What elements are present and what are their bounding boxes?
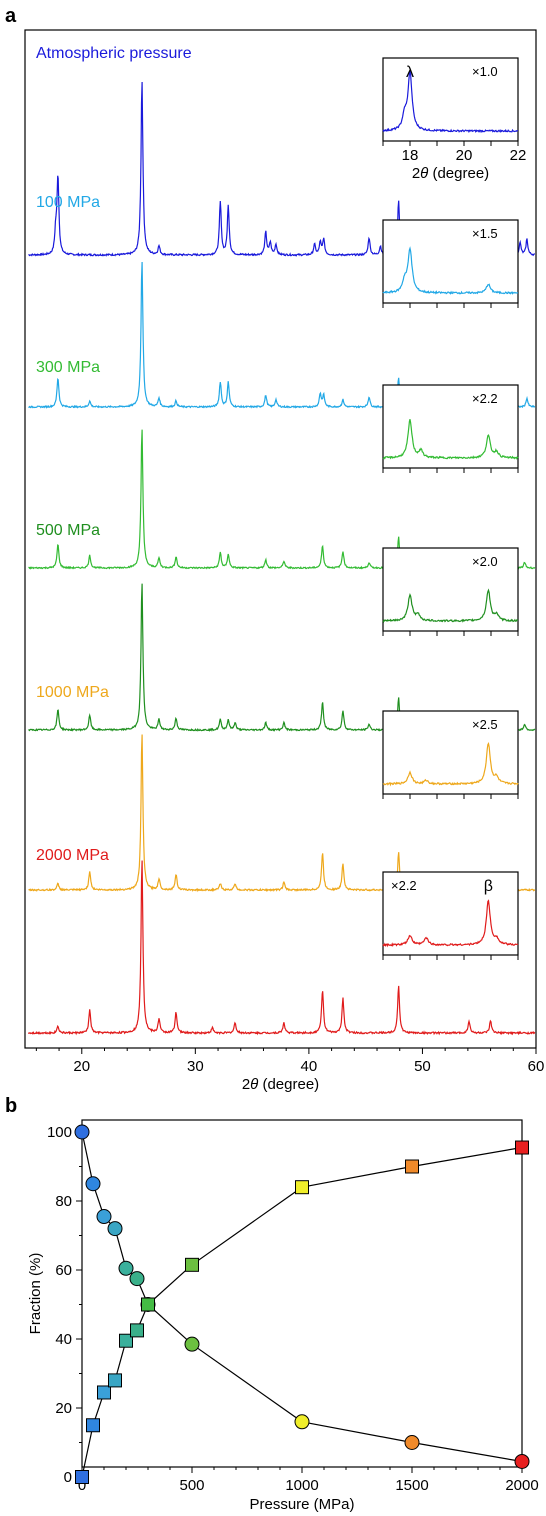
trace-label-5: 2000 MPa bbox=[36, 847, 109, 864]
inset-scale-1: ×1.5 bbox=[472, 226, 498, 241]
inset-trace-5 bbox=[382, 899, 519, 948]
x-axis-title-b: Pressure (MPa) bbox=[249, 1496, 354, 1513]
x-tick-label-40: 40 bbox=[301, 1058, 318, 1075]
inset-x-axis-title-theta: θ bbox=[420, 165, 428, 182]
inset-scale-5: ×2.2 bbox=[391, 878, 417, 893]
square-point-100 bbox=[97, 1385, 111, 1400]
inset-trace-1 bbox=[382, 246, 519, 295]
y-axis-title-b: Fraction (%) bbox=[27, 1253, 44, 1335]
trace-label-2: 300 MPa bbox=[36, 359, 100, 376]
inset-frame-2 bbox=[382, 384, 519, 469]
circle-point-1000 bbox=[294, 1414, 310, 1430]
x-tick-label-50: 50 bbox=[414, 1058, 431, 1075]
inset-frame-5 bbox=[382, 871, 519, 956]
circle-point-100 bbox=[96, 1209, 112, 1225]
inset-peak-label-5: β bbox=[484, 878, 493, 895]
inset-trace-2 bbox=[382, 419, 519, 460]
panel-b-label: b bbox=[5, 1095, 17, 1117]
square-point-2000 bbox=[515, 1140, 529, 1155]
x-axis-title-theta: θ bbox=[250, 1076, 258, 1093]
trace-label-3: 500 MPa bbox=[36, 522, 100, 539]
y-tick-label-100: 100 bbox=[47, 1124, 72, 1141]
square-point-1500 bbox=[405, 1159, 419, 1174]
square-point-250 bbox=[130, 1323, 144, 1338]
inset-tick-label-22: 22 bbox=[510, 147, 527, 164]
x-tick-label-1500: 1500 bbox=[395, 1477, 428, 1494]
x-tick-label-1000: 1000 bbox=[285, 1477, 318, 1494]
y-tick-label-80: 80 bbox=[55, 1193, 72, 1210]
x-tick-label-0: 0 bbox=[78, 1477, 86, 1494]
inset-x-axis-title: 2θ (degree) bbox=[412, 165, 489, 182]
plot-frame bbox=[24, 29, 537, 1049]
square-point-500 bbox=[185, 1257, 199, 1272]
x-tick-label-30: 30 bbox=[187, 1058, 204, 1075]
panel-a-label: a bbox=[5, 5, 17, 27]
x-tick-label-2000: 2000 bbox=[505, 1477, 538, 1494]
y-tick-label-40: 40 bbox=[55, 1331, 72, 1348]
x-tick-label-500: 500 bbox=[179, 1477, 204, 1494]
inset-scale-3: ×2.0 bbox=[472, 554, 498, 569]
square-point-1000 bbox=[295, 1180, 309, 1195]
inset-frame-0 bbox=[382, 57, 519, 142]
y-tick-label-20: 20 bbox=[55, 1400, 72, 1417]
inset-x-axis-title-prefix: 2 bbox=[412, 165, 420, 182]
inset-peak-label-0: λ bbox=[406, 64, 414, 81]
x-tick-label-60: 60 bbox=[528, 1058, 545, 1075]
square-point-50 bbox=[86, 1418, 100, 1433]
trace-label-0: Atmospheric pressure bbox=[36, 45, 192, 62]
inset-scale-4: ×2.5 bbox=[472, 717, 498, 732]
inset-tick-label-18: 18 bbox=[402, 147, 419, 164]
inset-trace-0 bbox=[382, 70, 519, 134]
x-axis-title-prefix: 2 bbox=[242, 1076, 250, 1093]
trace-label-4: 1000 MPa bbox=[36, 684, 109, 701]
y-tick-label-60: 60 bbox=[55, 1262, 72, 1279]
circle-point-50 bbox=[85, 1176, 101, 1192]
square-point-0 bbox=[75, 1470, 89, 1484]
inset-x-axis-title-suffix: (degree) bbox=[428, 165, 489, 182]
inset-trace-3 bbox=[382, 588, 518, 623]
x-axis-title: 2θ (degree) bbox=[242, 1076, 319, 1093]
trace-label-1: 100 MPa bbox=[36, 194, 100, 211]
circle-point-500 bbox=[184, 1336, 200, 1352]
y-tick-label-0: 0 bbox=[64, 1469, 72, 1486]
inset-trace-4 bbox=[382, 742, 519, 787]
circle-point-2000 bbox=[514, 1453, 530, 1469]
circle-point-0 bbox=[74, 1124, 90, 1140]
circle-point-200 bbox=[118, 1260, 134, 1276]
square-point-300 bbox=[141, 1297, 155, 1312]
inset-scale-0: ×1.0 bbox=[472, 64, 498, 79]
circle-point-1500 bbox=[404, 1435, 420, 1450]
x-tick-label-20: 20 bbox=[73, 1058, 90, 1075]
square-point-200 bbox=[119, 1333, 133, 1348]
x-axis-title-suffix: (degree) bbox=[258, 1076, 319, 1093]
trace-5 bbox=[27, 860, 536, 1036]
square-point-150 bbox=[108, 1373, 122, 1388]
inset-tick-label-20: 20 bbox=[456, 147, 473, 164]
inset-frame-3 bbox=[382, 547, 519, 632]
circle-point-150 bbox=[107, 1221, 123, 1237]
inset-frame-1 bbox=[382, 219, 519, 304]
circle-point-250 bbox=[129, 1271, 145, 1287]
inset-frame-4 bbox=[382, 710, 519, 795]
panel-b-fraction-chart: 0 500 1000 1500 2000 0 20 40 60 80 100 Pressure (MP… bbox=[27, 1119, 539, 1513]
inset-scale-2: ×2.2 bbox=[472, 391, 498, 406]
